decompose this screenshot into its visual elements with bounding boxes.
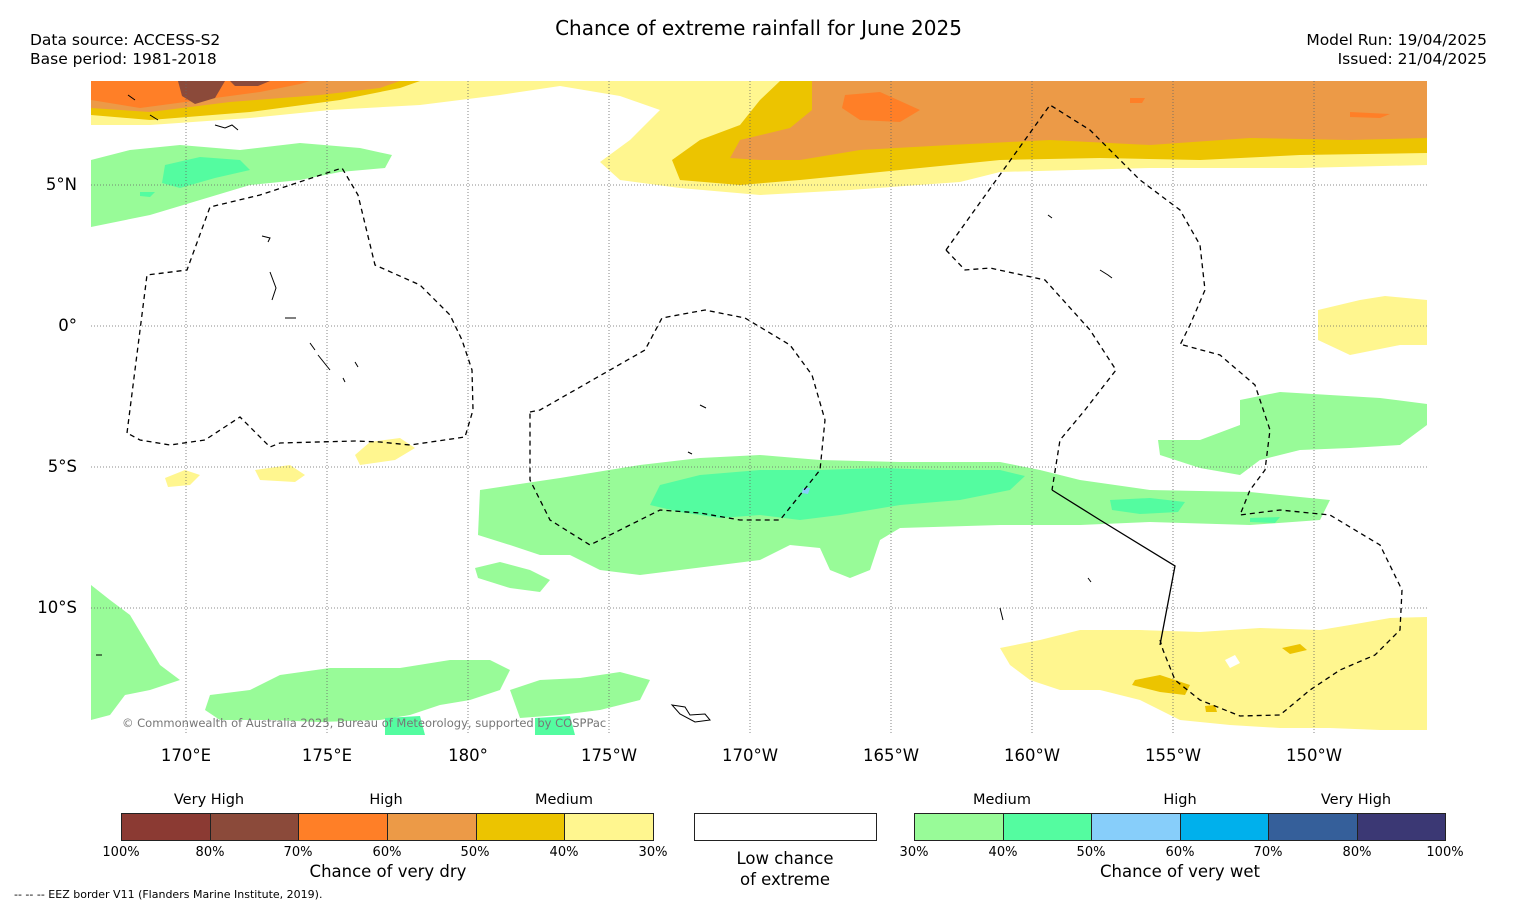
low-chance-legend-bar <box>694 813 877 841</box>
dry-swatch-2 <box>210 814 300 840</box>
eez-border-line-islands-west <box>945 249 1117 491</box>
wet-medium-darker-south <box>385 716 575 735</box>
model-run: Model Run: 19/04/2025 <box>1306 31 1487 49</box>
wet-tick-80: 80% <box>1342 845 1372 860</box>
dry-tick-100: 100% <box>102 845 140 860</box>
wet-medium-patch-southwest <box>475 562 550 592</box>
wet-legend-bar <box>914 813 1446 841</box>
dry-medium-darker-southeast <box>1132 644 1307 712</box>
wet-medium-region-southwest <box>91 585 180 720</box>
wet-tick-60: 60% <box>1165 845 1195 860</box>
base-period: Base period: 1981-2018 <box>30 50 217 68</box>
wet-tick-30: 30% <box>899 845 929 860</box>
eez-border-line-islands <box>945 104 1206 346</box>
wet-category-very-high: Very High <box>1320 792 1392 808</box>
wet-swatch-5 <box>1269 814 1358 840</box>
wet-legend-title: Chance of very wet <box>1100 862 1260 881</box>
low-chance-swatch <box>695 814 876 840</box>
lat-label-equator: 0° <box>58 316 77 335</box>
lon-label-160w: 160°W <box>1003 746 1061 765</box>
lon-label-175w: 175°W <box>580 746 638 765</box>
model-run-info: Model Run: 19/04/2025 Issued: 21/04/2025 <box>1306 31 1487 69</box>
wet-medium-band-east <box>1158 392 1427 475</box>
wet-tick-100: 100% <box>1426 845 1464 860</box>
lon-label-165w: 165°W <box>862 746 920 765</box>
dry-swatch-1 <box>122 814 211 840</box>
dry-tick-80: 80% <box>195 845 225 860</box>
wet-swatch-1 <box>915 814 1004 840</box>
dry-swatch-6 <box>565 814 654 840</box>
dry-category-medium: Medium <box>535 792 593 808</box>
dry-tick-30: 30% <box>638 845 668 860</box>
lon-label-175e: 175°E <box>301 746 353 765</box>
lat-label-10s: 10°S <box>37 598 77 617</box>
wet-tick-40: 40% <box>988 845 1018 860</box>
wet-category-high: High <box>1163 792 1197 808</box>
wet-swatch-2 <box>1003 814 1092 840</box>
lat-label-5n: 5°N <box>45 175 77 194</box>
low-chance-legend-title: Low chance of extreme <box>685 848 885 890</box>
dry-medium-patch-1 <box>355 438 415 465</box>
dry-high-north <box>91 81 1427 160</box>
wet-swatch-4 <box>1180 814 1269 840</box>
map-shading <box>91 81 1427 735</box>
dry-tick-60: 60% <box>372 845 402 860</box>
eez-borders <box>126 104 1403 717</box>
eez-border-tuvalu-kiribati-west <box>126 167 474 448</box>
eez-footnote: -- -- -- EEZ border V11 (Flanders Marine… <box>14 888 323 901</box>
islands <box>96 94 1113 723</box>
lon-label-180: 180° <box>448 746 488 765</box>
eez-border-cook <box>1159 344 1403 717</box>
wet-medium-darker-east <box>1110 498 1280 523</box>
low-chance-hole <box>1225 655 1240 668</box>
lon-label-170w: 170°W <box>721 746 779 765</box>
map-title: Chance of extreme rainfall for June 2025 <box>555 16 962 40</box>
data-source: Data source: ACCESS-S2 <box>30 31 221 49</box>
eez-solid-border <box>1051 489 1176 646</box>
map-gridlines <box>91 81 1427 735</box>
low-chance-line-1: Low chance <box>736 849 834 868</box>
wet-tick-50: 50% <box>1076 845 1106 860</box>
dry-tick-50: 50% <box>460 845 490 860</box>
dry-extreme-north <box>178 81 270 104</box>
copyright-notice: © Commonwealth of Australia 2025, Bureau… <box>122 716 607 730</box>
lon-label-155w: 155°W <box>1144 746 1202 765</box>
dry-legend-title: Chance of very dry <box>309 862 467 881</box>
dry-swatch-3 <box>299 814 389 840</box>
dry-swatch-4 <box>388 814 477 840</box>
wet-medium-region-south <box>205 660 650 722</box>
data-source-info: Data source: ACCESS-S2 Base period: 1981… <box>30 31 220 69</box>
dry-swatch-5 <box>476 814 566 840</box>
wet-medium-darker-central <box>650 468 1025 520</box>
lat-label-5s: 5°S <box>47 457 77 476</box>
dry-medium-patch-3 <box>255 465 305 482</box>
wet-category-medium: Medium <box>973 792 1031 808</box>
lon-label-170e: 170°E <box>160 746 212 765</box>
dry-medium-patch-2 <box>165 470 200 487</box>
wet-medium-darker-north <box>140 157 250 197</box>
dry-medium-region-southeast <box>1000 617 1427 730</box>
dry-tick-70: 70% <box>283 845 313 860</box>
wet-swatch-6 <box>1357 814 1445 840</box>
wet-swatch-3 <box>1092 814 1181 840</box>
dry-medium-region-east <box>1318 296 1427 355</box>
low-chance-line-2: of extreme <box>739 870 831 889</box>
dry-tick-40: 40% <box>549 845 579 860</box>
dry-category-high: High <box>369 792 403 808</box>
dry-category-very-high: Very High <box>173 792 245 808</box>
wet-tick-70: 70% <box>1253 845 1283 860</box>
issued-date: Issued: 21/04/2025 <box>1337 50 1487 68</box>
lon-label-150w: 150°W <box>1285 746 1343 765</box>
dry-legend-bar <box>121 813 654 841</box>
